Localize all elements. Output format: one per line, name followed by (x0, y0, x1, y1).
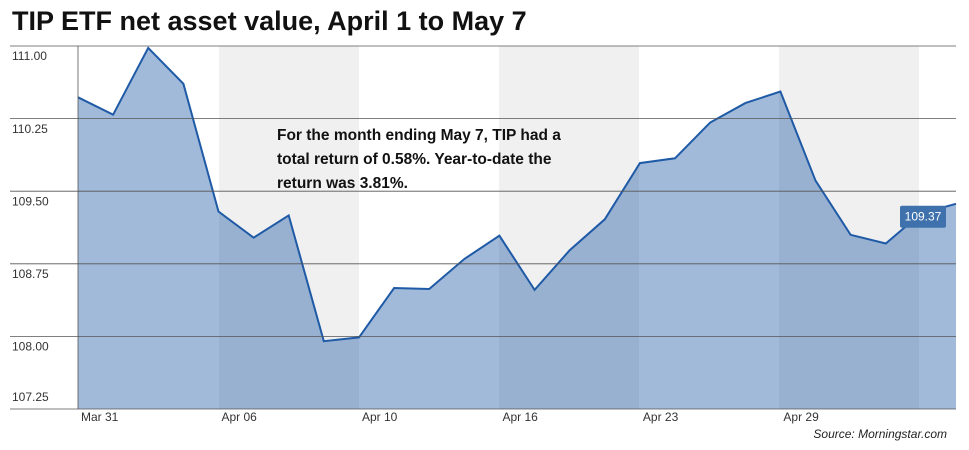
area (78, 47, 956, 410)
x-tick-label: Apr 16 (502, 410, 538, 424)
week-band (779, 46, 919, 409)
y-tick-label: 111.00 (12, 49, 47, 63)
source: Source: Morningstar.com (813, 427, 947, 441)
y-tick-label: 109.50 (12, 194, 49, 208)
x-tick-label: Apr 23 (643, 410, 679, 424)
y-tick-label: 108.00 (12, 340, 49, 354)
line (77, 46, 957, 343)
x-tick-label: Apr 06 (221, 410, 257, 424)
value-label: 109.37 (905, 209, 942, 223)
y-tick-label: 110.25 (12, 122, 48, 136)
week-band (499, 46, 639, 409)
y-tick-label: 107.25 (12, 390, 49, 404)
x-tick-label: Mar 31 (81, 410, 119, 424)
annotation: For the month ending May 7, TIP had a to… (277, 127, 561, 192)
x-tick-label: Apr 29 (783, 410, 819, 424)
chart-title: TIP ETF net asset value, April 1 to May … (12, 6, 527, 36)
value-label-box (900, 205, 946, 228)
week-band (219, 46, 359, 409)
x-tick-label: Apr 10 (362, 410, 398, 424)
y-tick-label: 108.75 (12, 267, 49, 281)
